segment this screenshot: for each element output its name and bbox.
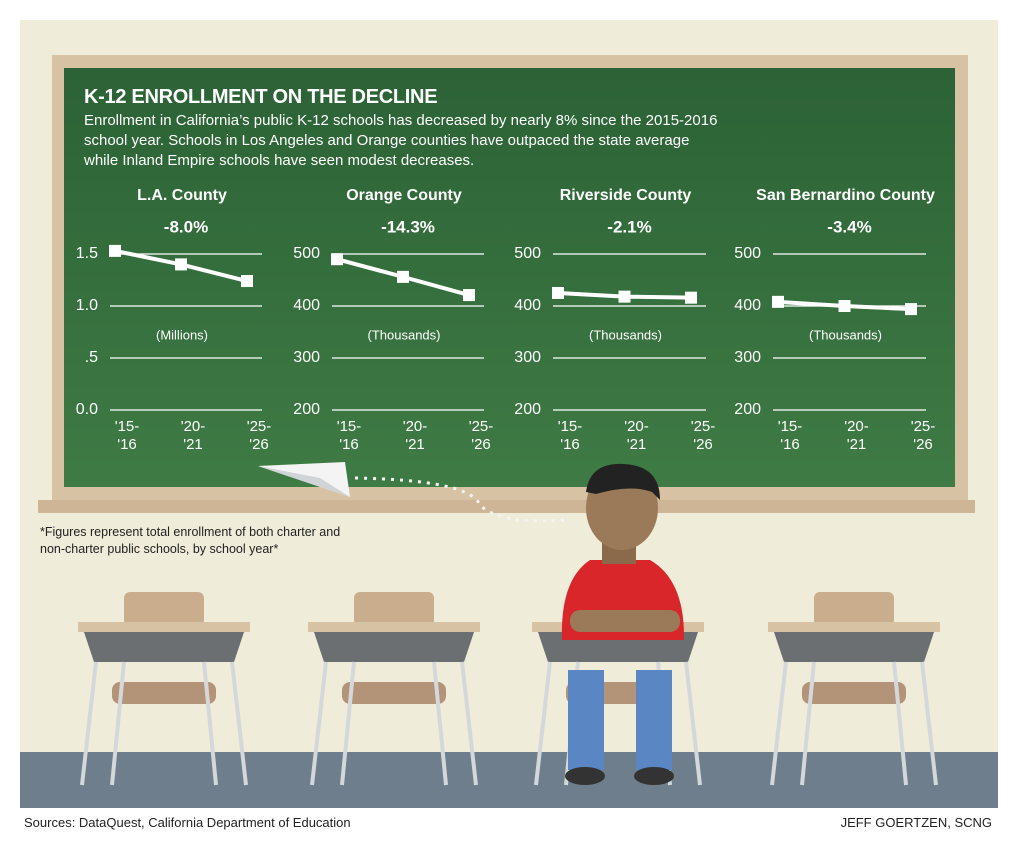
description: Enrollment in California’s public K-12 s…: [84, 112, 718, 169]
chart-subtitle: -3.4%: [827, 217, 871, 236]
desk-leg: [202, 661, 218, 786]
data-point: [463, 289, 475, 302]
y-tick-label: 300: [293, 349, 320, 366]
data-point: [175, 258, 187, 271]
chart-subtitle: -14.3%: [381, 217, 435, 236]
data-point: [552, 287, 564, 299]
y-tick-label: 400: [293, 297, 320, 314]
x-tick-label: '20-'21: [402, 418, 428, 453]
chart-title: Riverside County: [560, 187, 692, 204]
paper-plane: [258, 462, 566, 523]
data-point: [331, 253, 343, 266]
desk-body: [774, 632, 934, 662]
desk-leg: [920, 661, 938, 786]
chair-seat: [802, 682, 906, 704]
y-tick-label: .5: [85, 349, 98, 366]
y-tick-label: 300: [734, 349, 761, 366]
data-point: [397, 270, 409, 283]
y-tick-label: 300: [514, 349, 541, 366]
desk-body: [84, 632, 244, 662]
x-tick-label: '20-'21: [624, 418, 649, 453]
x-tick-label: '20-'21: [844, 418, 869, 453]
desk-leg: [110, 661, 126, 786]
y-tick-label: 1.0: [76, 297, 98, 314]
unit-label: (Thousands): [809, 327, 882, 342]
desk-body: [314, 632, 474, 662]
chair-back: [124, 592, 204, 626]
data-point: [618, 290, 631, 303]
chair-back: [814, 592, 894, 626]
desk-leg: [432, 661, 448, 786]
footnote: *Figures represent total enrollment of b…: [40, 525, 341, 556]
chair-seat: [342, 682, 446, 704]
floor: [20, 752, 998, 808]
headline: K-12 ENROLLMENT ON THE DECLINE: [84, 86, 438, 108]
desk-leg: [340, 661, 356, 786]
chart-title: San Bernardino County: [756, 187, 935, 204]
desk-top: [768, 622, 940, 632]
data-point: [905, 303, 917, 316]
desk-leg: [230, 661, 248, 786]
desk-leg: [800, 661, 816, 786]
board-ledge: [38, 500, 975, 513]
unit-label: (Millions): [156, 327, 208, 342]
y-tick-label: 200: [734, 401, 761, 418]
desk-leg: [460, 661, 478, 786]
y-tick-label: 200: [514, 401, 541, 418]
y-tick-label: 400: [734, 297, 761, 314]
y-tick-label: 200: [293, 401, 320, 418]
x-tick-label: '25-'26: [910, 418, 936, 453]
data-point: [685, 291, 697, 304]
student: [561, 463, 685, 785]
credit: JEFF GOERTZEN, SCNG: [840, 815, 992, 830]
y-tick-label: 0.0: [76, 401, 98, 418]
unit-label: (Thousands): [368, 327, 441, 342]
desk-top: [308, 622, 480, 632]
data-point: [241, 275, 253, 288]
chart-title: Orange County: [346, 187, 462, 204]
x-tick-label: '25-'26: [690, 418, 716, 453]
source: Sources: DataQuest, California Departmen…: [24, 815, 351, 830]
data-point: [109, 244, 121, 257]
x-tick-label: '25-'26: [468, 418, 494, 453]
y-tick-label: 1.5: [76, 245, 98, 262]
desk-top: [78, 622, 250, 632]
chair-seat: [112, 682, 216, 704]
x-tick-label: '15-'16: [777, 418, 803, 453]
x-tick-label: '20-'21: [180, 418, 206, 453]
desk-leg: [892, 661, 908, 786]
y-tick-label: 400: [514, 297, 541, 314]
y-tick-label: 500: [734, 245, 761, 262]
unit-label: (Thousands): [589, 327, 662, 342]
desk-leg: [534, 661, 552, 786]
x-tick-label: '15-'16: [557, 418, 583, 453]
chart-title: L.A. County: [137, 187, 227, 204]
y-tick-label: 500: [514, 245, 541, 262]
x-tick-label: '15-'16: [336, 418, 362, 453]
data-point: [838, 300, 851, 312]
y-tick-label: 500: [293, 245, 320, 262]
desk-leg: [770, 661, 788, 786]
chart-subtitle: -8.0%: [164, 217, 208, 236]
desk-leg: [310, 661, 328, 786]
x-tick-label: '25-'26: [246, 418, 272, 453]
chart-subtitle: -2.1%: [607, 217, 651, 236]
x-tick-label: '15-'16: [114, 418, 140, 453]
chair-back: [354, 592, 434, 626]
desk-leg: [80, 661, 98, 786]
desk-leg: [684, 661, 702, 786]
data-point: [772, 295, 784, 308]
chalkboard: [64, 68, 955, 487]
